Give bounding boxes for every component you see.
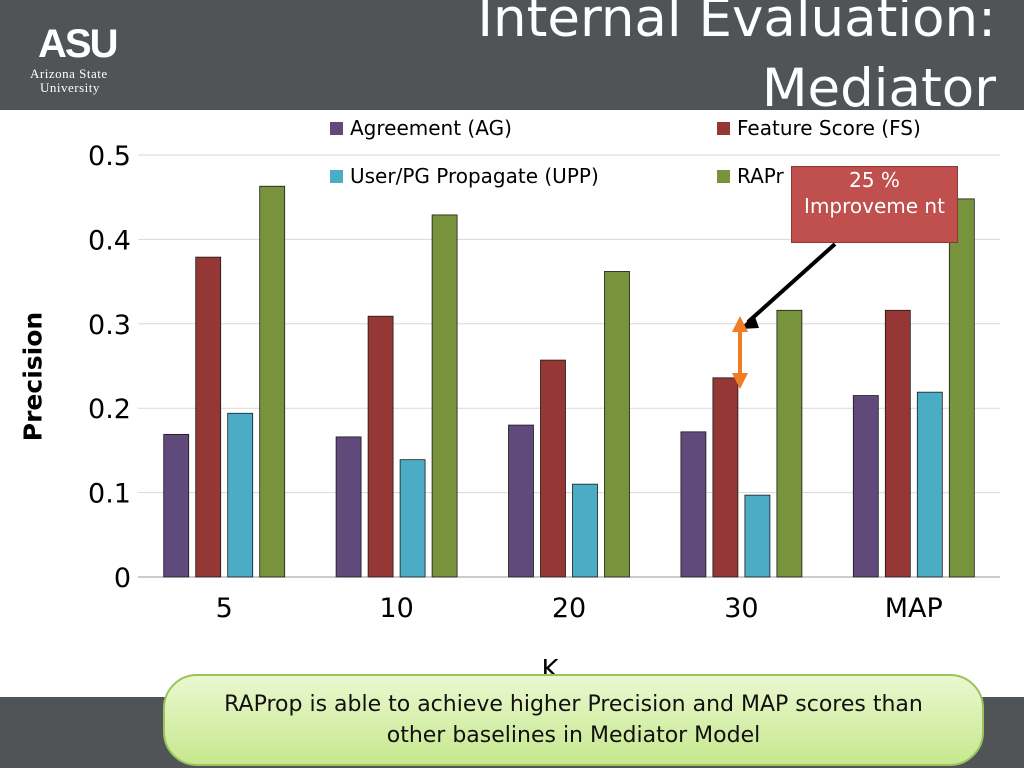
asu-logo-mark: ASU — [38, 22, 118, 66]
x-tick-label: 20 — [552, 593, 586, 624]
legend-item-raprop: RAPr — [717, 164, 784, 188]
x-tick-label: 5 — [216, 593, 233, 624]
bar — [884, 309, 911, 578]
bar — [948, 198, 975, 578]
bar — [335, 436, 362, 578]
legend-item-upp: User/PG Propagate (UPP) — [330, 164, 599, 188]
legend-swatch-ag — [330, 121, 343, 135]
y-tick-label: 0.4 — [88, 225, 131, 256]
y-tick-label: 0.3 — [88, 310, 131, 341]
bar — [680, 431, 707, 578]
callout-pointer-arrowhead — [740, 314, 759, 329]
legend-swatch-upp — [330, 169, 343, 183]
x-tick-label: 30 — [724, 593, 758, 624]
asu-logo-line-1: Arizona State — [30, 66, 108, 81]
asu-logo-line-2: University — [40, 80, 100, 95]
legend-label-ag: Agreement (AG) — [350, 116, 512, 140]
y-tick-label: 0.5 — [88, 141, 131, 172]
bar — [744, 494, 771, 578]
y-tick-label: 0.1 — [88, 479, 131, 510]
legend-swatch-fs — [717, 121, 730, 135]
legend-item-ag: Agreement (AG) — [330, 116, 512, 140]
bar — [916, 391, 943, 578]
x-tick-label: MAP — [885, 593, 943, 624]
bar — [399, 459, 426, 578]
legend-label-fs: Feature Score (FS) — [737, 116, 921, 140]
bar — [572, 483, 598, 578]
bar — [712, 377, 739, 578]
bar — [508, 424, 534, 578]
bar — [776, 309, 803, 578]
slide-header: ASU Arizona State University — [0, 0, 1024, 110]
legend-swatch-raprop — [717, 169, 730, 183]
callout-pointer-arrow — [746, 242, 837, 324]
x-tick-label: 10 — [379, 593, 413, 624]
bar — [540, 359, 566, 578]
bar — [195, 256, 222, 578]
y-tick-label: 0.2 — [88, 394, 131, 425]
bar — [259, 185, 286, 578]
improvement-gap-arrowhead-bottom — [732, 373, 748, 389]
bar — [604, 271, 630, 578]
legend-item-fs: Feature Score (FS) — [717, 116, 921, 140]
bar — [852, 395, 879, 578]
bar — [431, 214, 458, 578]
legend-label-upp: User/PG Propagate (UPP) — [350, 164, 599, 188]
summary-note: RAProp is able to achieve higher Precisi… — [163, 674, 984, 766]
bar — [163, 433, 190, 578]
bar — [227, 412, 254, 578]
bar — [367, 315, 394, 578]
improvement-callout: 25 % Improveme nt — [791, 166, 958, 243]
asu-logo: ASU Arizona State University — [30, 20, 140, 100]
legend-label-raprop: RAPr — [737, 164, 784, 188]
slide-title: Internal Evaluation: Mediator — [477, 0, 996, 119]
improvement-gap-arrowhead-top — [732, 316, 748, 332]
y-tick-label: 0 — [114, 563, 131, 594]
